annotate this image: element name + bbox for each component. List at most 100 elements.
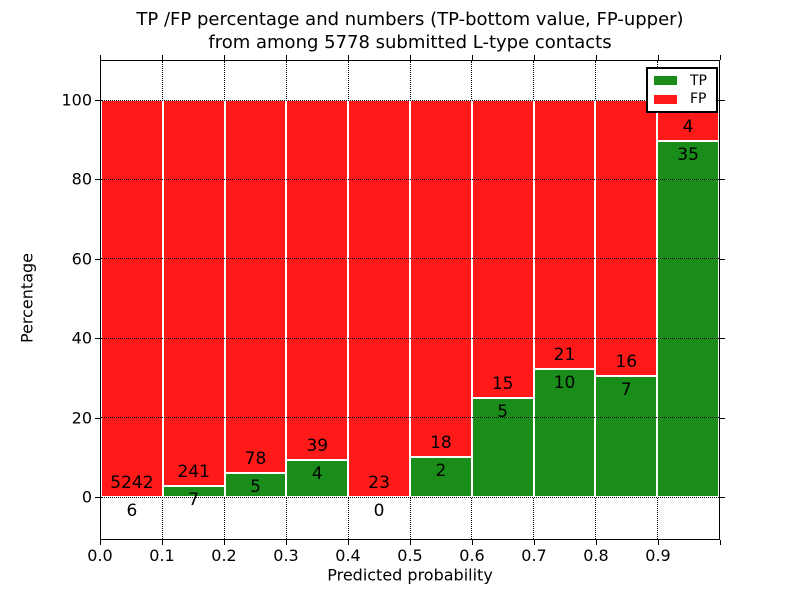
chart-title-line1: TP /FP percentage and numbers (TP-bottom… xyxy=(136,9,684,30)
bar-segment-tp xyxy=(471,397,534,497)
y-tick xyxy=(95,338,100,340)
x-tick-label: 0.9 xyxy=(645,546,671,565)
bar-segment-fp xyxy=(410,100,472,458)
x-tick-label: 0.3 xyxy=(273,546,299,565)
y-tick-label: 40 xyxy=(71,328,92,348)
grid-line-y xyxy=(101,178,719,180)
chart-title: TP /FP percentage and numbers (TP-bottom… xyxy=(70,8,750,54)
bar-count-label-tp: 5 xyxy=(250,477,261,498)
x-tick xyxy=(534,55,535,60)
y-tick-label: 60 xyxy=(71,249,92,269)
bar-count-label-fp: 23 xyxy=(368,473,390,493)
x-tick xyxy=(658,540,659,545)
bar-segment-tp xyxy=(410,457,472,497)
bar-count-label-fp: 16 xyxy=(615,352,638,373)
x-tick xyxy=(472,540,473,545)
bar-count-label-tp: 6 xyxy=(126,500,138,521)
chart-title-line2: from among 5778 submitted L-type contact… xyxy=(208,32,612,54)
grid-line-y xyxy=(101,496,719,498)
y-tick-label: 100 xyxy=(61,90,92,110)
x-tick-label: 0.8 xyxy=(583,546,609,565)
bar-segment-fp xyxy=(162,100,225,486)
x-tick xyxy=(410,55,411,60)
bar-count-label-fp: 5242 xyxy=(110,472,154,493)
legend: TP FP xyxy=(646,67,718,113)
bar-count-label-tp: 10 xyxy=(553,372,576,393)
y-tick xyxy=(95,258,100,260)
grid-line-y xyxy=(101,417,719,419)
x-tick xyxy=(162,55,163,60)
x-tick xyxy=(534,540,535,545)
x-tick xyxy=(596,55,597,60)
y-tick xyxy=(95,179,100,181)
x-tick xyxy=(658,55,659,60)
bar-segment-fp xyxy=(101,100,163,497)
bar-segment-fp xyxy=(471,100,534,398)
legend-row-fp: FP xyxy=(654,92,716,106)
y-tick-label: 80 xyxy=(71,169,92,189)
bar-count-label-tp: 0 xyxy=(373,501,385,521)
y-tick xyxy=(720,179,725,181)
bar-segment-tp xyxy=(286,460,349,497)
bar-segment-fp xyxy=(286,100,349,461)
x-tick xyxy=(720,55,721,60)
y-tick xyxy=(720,258,725,260)
x-tick xyxy=(162,540,163,545)
bar-count-label-tp: 7 xyxy=(620,380,632,401)
y-axis-label: Percentage xyxy=(17,252,37,344)
y-tick-label: 0 xyxy=(81,487,92,507)
bar-count-label-fp: 78 xyxy=(244,449,267,470)
x-tick xyxy=(286,55,287,60)
bar-segment-tp xyxy=(224,473,287,497)
y-tick xyxy=(95,100,100,101)
bar-segment-fp xyxy=(224,100,287,474)
x-tick xyxy=(348,540,349,545)
x-tick xyxy=(472,55,473,60)
x-tick xyxy=(348,55,349,60)
x-tick xyxy=(596,540,597,545)
x-tick-label: 0.7 xyxy=(521,546,547,565)
bar-segment-fp xyxy=(533,100,596,369)
bar-count-label-fp: 18 xyxy=(430,433,452,454)
bar-count-label-tp: 35 xyxy=(677,144,699,165)
bar-count-label-tp: 2 xyxy=(435,461,447,482)
y-tick xyxy=(720,100,725,101)
bar-segment-tp xyxy=(162,485,225,497)
y-tick xyxy=(95,497,100,498)
y-tick xyxy=(720,497,725,498)
bar-count-label-fp: 241 xyxy=(177,461,210,482)
grid-line-y xyxy=(101,99,719,101)
grid-line-y xyxy=(101,337,719,339)
legend-row-tp: TP xyxy=(654,74,716,88)
legend-label-tp: TP xyxy=(690,72,707,89)
x-tick-label: 0.6 xyxy=(459,546,485,565)
y-tick xyxy=(95,417,100,419)
x-tick-label: 0.1 xyxy=(149,546,175,565)
bar-count-label-tp: 7 xyxy=(188,489,200,510)
y-tick xyxy=(720,338,725,340)
grid-line-y xyxy=(101,258,719,260)
x-tick-label: 0.2 xyxy=(211,546,237,565)
bar-segment-fp xyxy=(348,100,410,497)
bar-count-label-fp: 4 xyxy=(682,116,694,137)
plot-area: 5242 6 241 7 78 5 39 4 23 0 18 2 15 5 21 10 16 7 4 35 xyxy=(100,60,720,540)
x-tick xyxy=(410,540,411,545)
x-tick-label: 0.5 xyxy=(397,546,423,565)
legend-swatch-tp-icon xyxy=(654,76,677,86)
x-tick xyxy=(100,55,101,60)
legend-label-fp: FP xyxy=(690,91,707,108)
bar-segment-tp xyxy=(533,368,596,497)
bar-count-label-fp: 39 xyxy=(306,436,329,457)
y-tick xyxy=(720,417,725,419)
x-tick xyxy=(100,540,101,545)
bar-count-label-tp: 4 xyxy=(311,464,323,485)
bar-segment-tp xyxy=(657,140,719,497)
x-tick xyxy=(720,540,721,545)
bar-segment-fp xyxy=(595,100,658,377)
bar-count-label-fp: 21 xyxy=(553,344,576,365)
bar-count-label-tp: 5 xyxy=(497,401,509,422)
x-tick xyxy=(224,55,225,60)
y-tick-label: 20 xyxy=(71,408,92,428)
x-axis-label: Predicted probability xyxy=(327,565,493,585)
